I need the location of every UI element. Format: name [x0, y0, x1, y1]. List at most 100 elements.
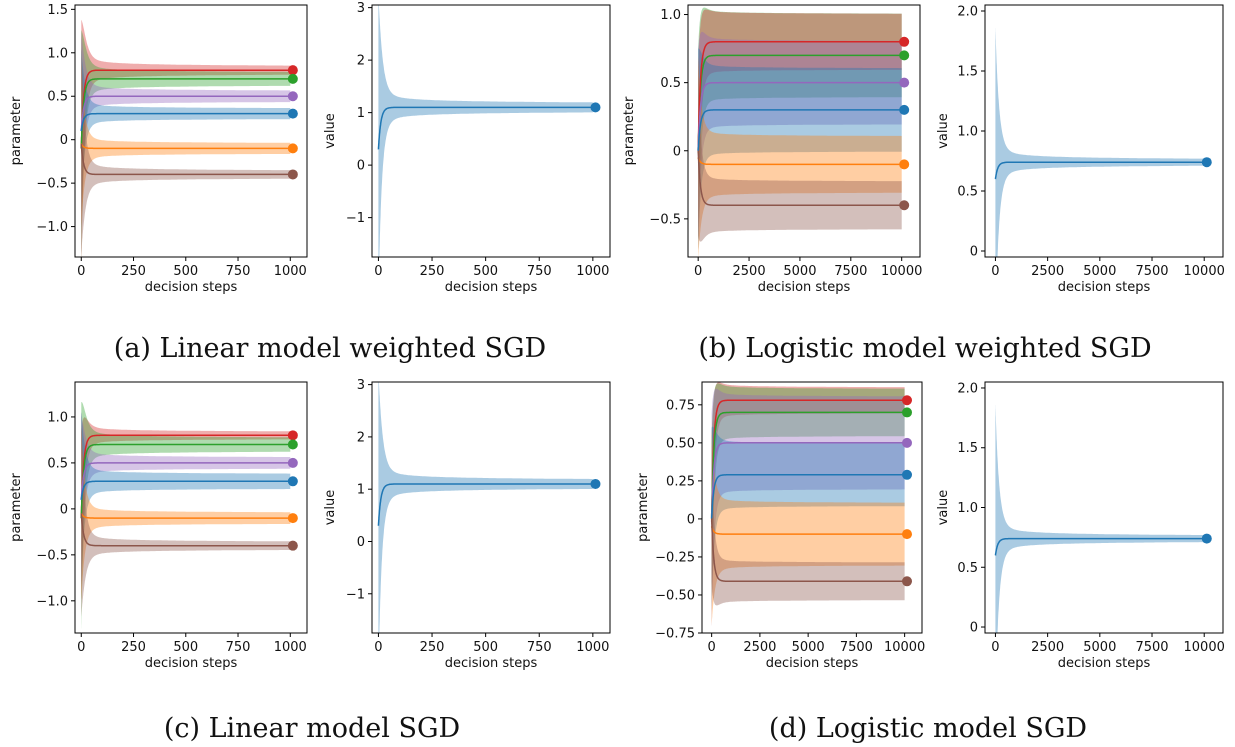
x-tick-label: 10000	[1184, 264, 1225, 279]
x-tick-label: 250	[420, 640, 445, 655]
point-blue	[590, 102, 601, 113]
x-tick-label: 250	[121, 640, 146, 655]
axes-frame	[984, 4, 1224, 258]
axes-frame	[371, 4, 611, 258]
x-tick-label: 1000	[274, 264, 307, 279]
line-red	[710, 399, 905, 520]
line-red	[80, 69, 291, 149]
y-tick-label: 0.75	[666, 398, 695, 413]
chart-panel-b-right: 0 2500 5000 7500 10000 2.0 1.5 1.0 0.5 0 decision …	[936, 4, 1225, 295]
y-tick-label: 1.0	[47, 410, 68, 425]
x-tick-label: 2500	[733, 264, 766, 279]
line-orange	[697, 157, 902, 166]
point-orange	[899, 159, 910, 170]
band-orange	[81, 61, 291, 227]
point-brown	[902, 576, 913, 587]
band-red	[711, 382, 905, 592]
band-purple	[81, 31, 291, 231]
x-tick-label: 10000	[881, 264, 922, 279]
line-red	[80, 434, 291, 519]
line-blue	[697, 109, 902, 151]
line-green	[697, 54, 902, 151]
x-tick-label: 1000	[576, 264, 609, 279]
x-tick-label: 500	[173, 264, 198, 279]
point-blue	[287, 476, 298, 487]
y-axis-label: value	[323, 113, 338, 149]
band-purple	[81, 412, 291, 587]
y-tick-label: 3	[357, 378, 365, 393]
line-purple	[80, 95, 291, 131]
line-purple	[697, 81, 902, 151]
x-tick-label: 0	[374, 640, 382, 655]
y-axis-label: value	[936, 113, 951, 149]
x-tick-label: 7500	[1135, 640, 1168, 655]
y-tick-label: 1.0	[957, 501, 978, 516]
x-tick-label: 750	[226, 264, 251, 279]
y-tick-label: 2	[357, 430, 365, 445]
y-axis-label: parameter	[636, 473, 651, 542]
x-tick-label: 0	[694, 264, 702, 279]
y-tick-label: 1.5	[47, 3, 68, 18]
x-tick-label: 1000	[576, 640, 609, 655]
point-red	[287, 430, 298, 441]
line-blue	[80, 112, 291, 131]
band-green	[698, 7, 902, 253]
y-tick-label: 1	[357, 106, 365, 121]
x-tick-label: 10000	[1184, 640, 1225, 655]
x-tick-label: 2500	[1031, 264, 1064, 279]
x-axis-label: decision steps	[445, 656, 538, 671]
y-tick-label: 0.25	[666, 474, 695, 489]
x-tick-label: 500	[473, 640, 498, 655]
point-red	[902, 395, 913, 406]
point-blue	[899, 104, 910, 115]
point-orange	[902, 529, 913, 540]
band-green	[81, 402, 291, 633]
point-green	[287, 73, 298, 84]
axes-frame	[74, 381, 308, 634]
line-blue	[994, 161, 1205, 180]
y-tick-label: 0.50	[666, 436, 695, 451]
band-brown	[711, 455, 905, 606]
y-tick-label: 2	[357, 54, 365, 69]
band-purple	[698, 31, 902, 253]
x-tick-label: 0	[991, 264, 999, 279]
y-axis-label: parameter	[622, 96, 637, 165]
x-tick-label: 2500	[1031, 640, 1064, 655]
y-tick-label: 0	[687, 512, 695, 527]
axes-frame	[687, 4, 921, 258]
x-axis-label: decision steps	[1058, 656, 1151, 671]
y-tick-label: −0.50	[655, 588, 695, 603]
point-purple	[899, 77, 910, 88]
x-tick-label: 1000	[274, 640, 307, 655]
band-purple	[711, 388, 905, 626]
y-tick-label: −1.0	[36, 220, 68, 235]
x-tick-label: 2500	[743, 640, 776, 655]
line-green	[710, 411, 905, 520]
x-tick-label: 0	[77, 264, 85, 279]
line-blue	[710, 474, 905, 520]
y-tick-label: −0.5	[36, 177, 68, 192]
line-purple	[80, 462, 291, 500]
y-axis-label: parameter	[9, 96, 24, 165]
line-blue	[377, 483, 593, 526]
y-tick-label: 3	[357, 1, 365, 16]
band-orange	[81, 426, 291, 601]
x-tick-label: 10000	[884, 640, 925, 655]
point-purple	[287, 91, 298, 102]
band-blue	[711, 426, 905, 611]
x-tick-label: 0	[991, 640, 999, 655]
y-tick-label: 1.5	[957, 65, 978, 80]
y-tick-label: −1	[346, 587, 365, 602]
y-axis-label: value	[936, 490, 951, 526]
x-tick-label: 0	[77, 640, 85, 655]
chart-panel-a-left: 0 250 500 750 1000 1.5 1.0 0.5 0 −0.5 −1.0 decision…	[9, 3, 308, 295]
x-axis-label: decision steps	[766, 656, 859, 671]
band-orange	[711, 427, 905, 626]
y-tick-label: 0	[60, 133, 68, 148]
y-tick-label: −0.25	[655, 550, 695, 565]
y-tick-label: 0	[357, 535, 365, 550]
x-tick-label: 250	[121, 264, 146, 279]
x-tick-label: 5000	[792, 640, 825, 655]
point-blue	[902, 469, 913, 480]
